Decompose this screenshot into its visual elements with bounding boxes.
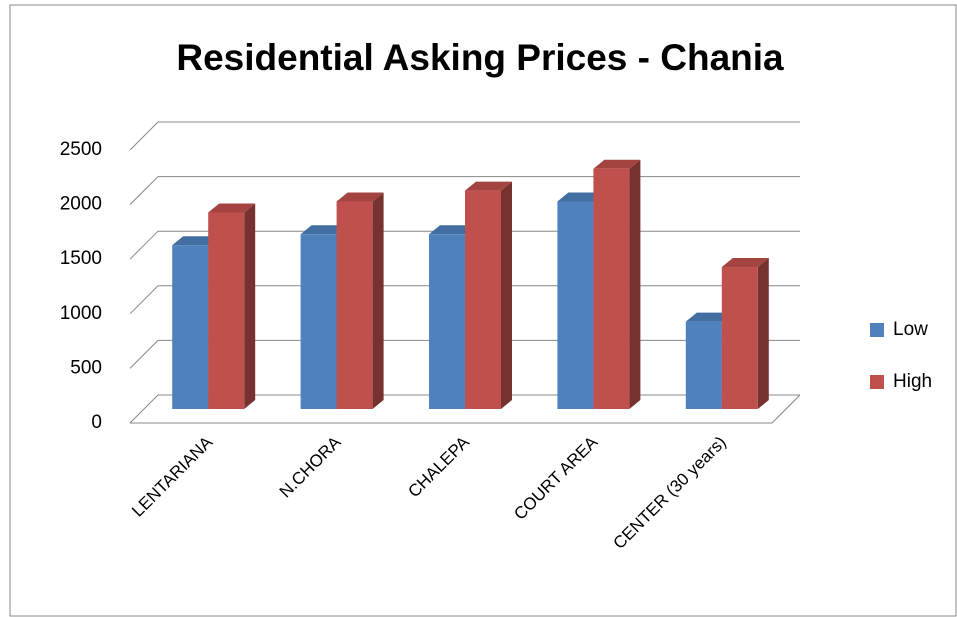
bar [336,192,384,409]
bar-top [172,236,220,246]
bar-front [465,190,501,409]
legend-label: High [893,371,932,392]
bar-front [208,212,245,409]
bar-top [685,312,733,322]
bar [208,203,256,409]
bar-top [557,192,605,202]
bar-side [372,192,384,409]
bar-front [300,234,337,409]
bar [465,181,512,409]
bar-front [336,201,373,409]
legend-swatch [870,375,884,389]
bar-front [721,267,758,409]
legend-swatch [870,323,884,337]
floor-edge [130,394,801,424]
bar-side [501,181,512,409]
y-tick-label: 500 [70,357,102,378]
bar [721,258,769,409]
legend-label: Low [893,319,928,340]
y-tick-label: 2500 [60,139,102,160]
y-tick-label: 0 [91,412,102,433]
grid-line [129,121,800,151]
bar-top [721,258,769,268]
bar-top [465,181,512,191]
bar-side [629,159,641,409]
bar [593,159,641,409]
chart-title: Residential Asking Prices - Chania [176,37,784,78]
bar-top [336,192,384,202]
bar-side [757,258,769,409]
grid-line [129,176,800,205]
bar-top [593,159,641,169]
bar-front [429,234,465,409]
bar-top [208,203,256,213]
bar-top [300,225,348,235]
y-tick-label: 1500 [60,248,102,269]
bar-side [244,203,256,409]
y-tick-label: 2000 [60,194,102,215]
bar-front [593,168,630,409]
bar-front [172,245,209,409]
bar-front [685,321,722,409]
y-tick-label: 1000 [60,303,102,324]
bar-top [429,225,476,235]
bar-front [557,201,594,409]
